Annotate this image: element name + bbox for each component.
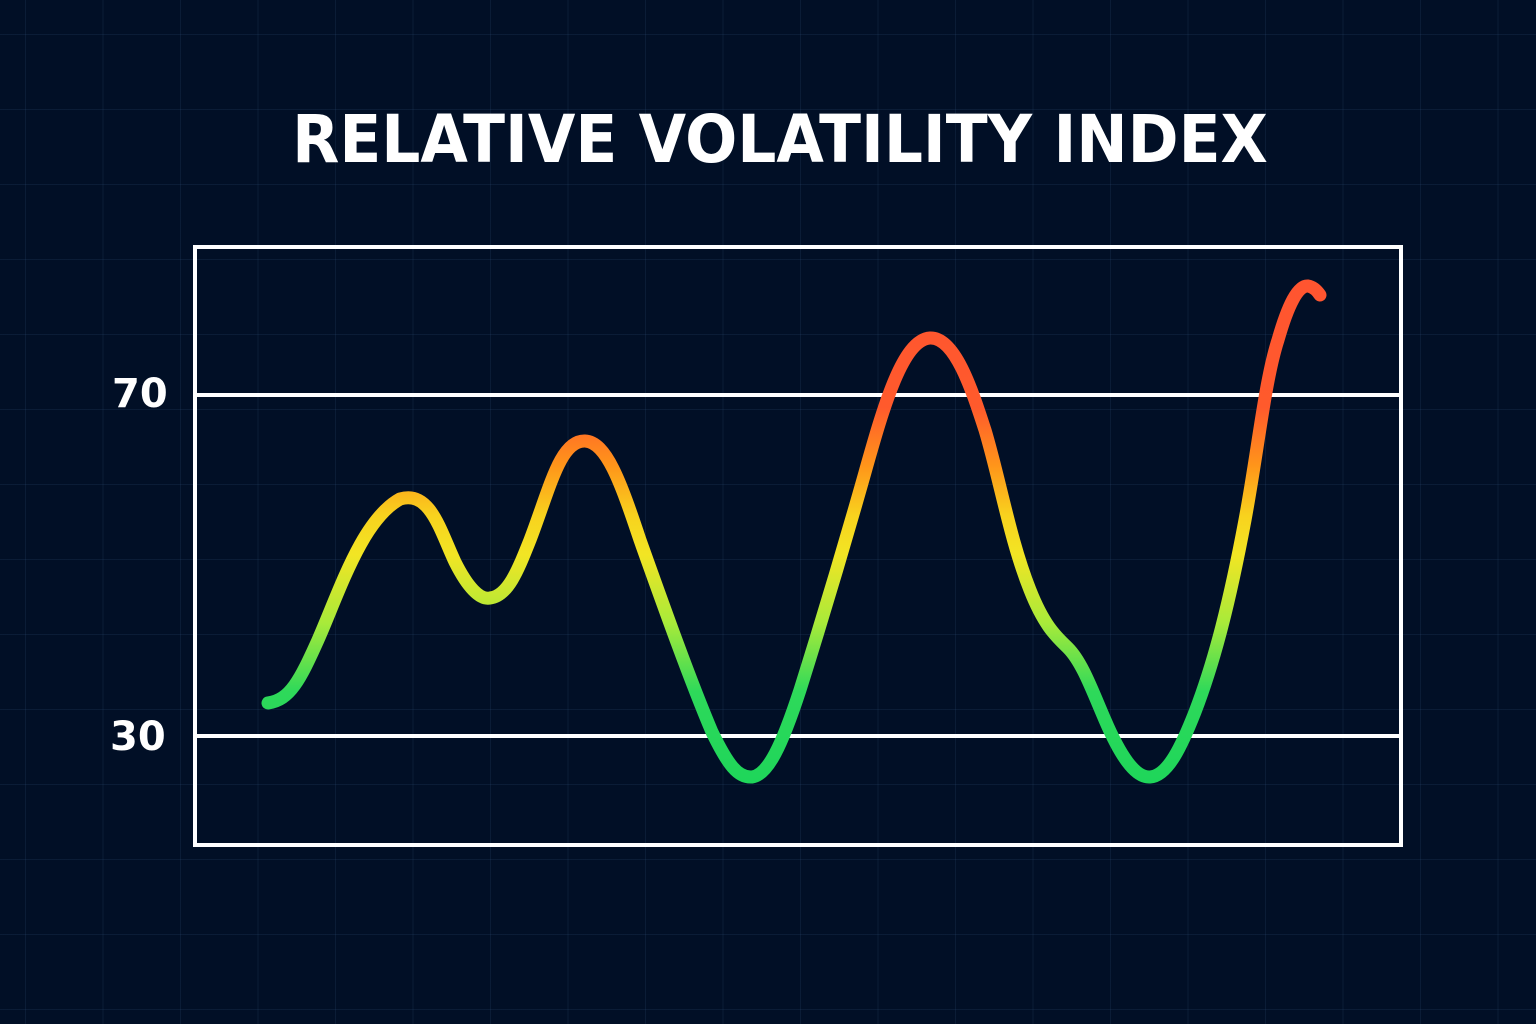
- plot-frame: [193, 245, 1403, 847]
- y-tick-70: 70: [112, 371, 168, 417]
- chart-title: RELATIVE VOLATILITY INDEX: [292, 101, 1268, 178]
- y-tick-30: 30: [110, 714, 166, 760]
- rvi-line: [261, 279, 1327, 784]
